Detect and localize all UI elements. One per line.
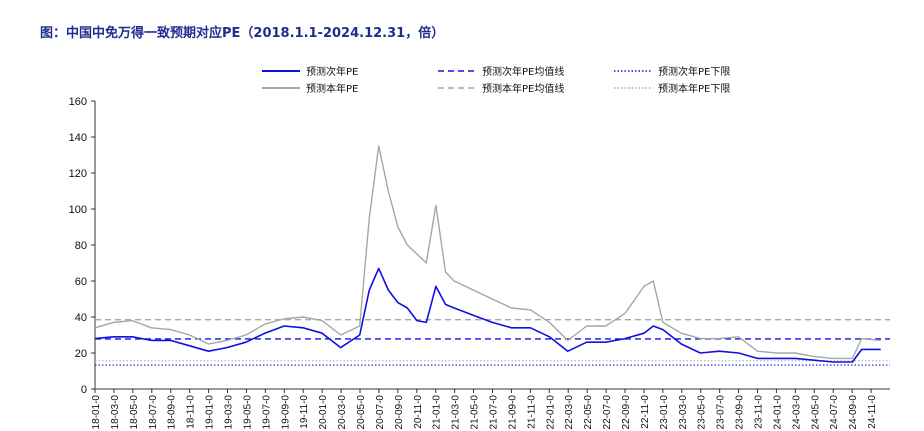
y-tick-label: 20	[75, 348, 87, 360]
legend-label: 预测次年PE	[306, 65, 358, 78]
series-line-1	[94, 145, 881, 360]
x-tick-label: 19-11-0	[299, 395, 310, 429]
y-tick-label: 120	[69, 168, 87, 180]
legend-label: 预测本年PE下限	[658, 82, 730, 95]
x-tick-label: 23-05-0	[697, 395, 708, 430]
x-tick-label: 19-05-0	[242, 395, 253, 430]
x-tick-label: 20-07-0	[375, 395, 386, 430]
series-lines	[94, 145, 890, 366]
chart-title: 图：中国中免万得一致预期对应PE（2018.1.1-2024.12.31，倍）	[40, 26, 445, 41]
x-tick-label: 21-03-0	[451, 395, 462, 430]
y-tick-label: 0	[81, 384, 87, 396]
x-tick-label: 23-11-0	[754, 395, 765, 429]
x-tick-label: 24-05-0	[810, 395, 821, 430]
x-tick-label: 20-09-0	[394, 395, 405, 430]
x-tick-label: 24-03-0	[791, 395, 802, 430]
x-tick-label: 22-05-0	[583, 395, 594, 430]
x-tick-label: 24-09-0	[848, 395, 859, 430]
y-tick-label: 80	[75, 240, 87, 252]
x-tick-label: 20-05-0	[356, 395, 367, 430]
x-tick-label: 20-03-0	[337, 395, 348, 430]
legend-label: 预测次年PE下限	[658, 65, 730, 78]
x-tick-label: 21-05-0	[470, 395, 481, 430]
series-line-0	[94, 267, 881, 363]
x-tick-label: 23-01-0	[659, 395, 670, 430]
x-tick-label: 21-07-0	[489, 395, 500, 430]
x-tick-label: 19-07-0	[261, 395, 272, 430]
y-tick-label: 140	[69, 132, 87, 144]
x-tick-label: 18-01-0	[91, 395, 102, 430]
x-tick-label: 20-11-0	[413, 395, 424, 429]
x-tick-label: 22-07-0	[602, 395, 613, 430]
x-tick-label: 23-03-0	[678, 395, 689, 430]
x-tick-label: 21-09-0	[507, 395, 518, 430]
x-tick-label: 20-01-0	[318, 395, 329, 430]
x-tick-label: 23-07-0	[716, 395, 727, 430]
x-tick-label: 21-01-0	[432, 395, 443, 430]
x-tick-label: 22-03-0	[564, 395, 575, 430]
legend-label: 预测本年PE均值线	[482, 82, 564, 95]
x-tick-label: 19-01-0	[205, 395, 216, 430]
x-tick-label: 19-03-0	[224, 395, 235, 430]
x-tick-label: 18-03-0	[110, 395, 121, 430]
x-axis: 18-01-0 18-03-0 18-05-0 18-07-0 18-09-0 18-11…	[91, 388, 890, 430]
x-tick-label: 18-11-0	[186, 395, 197, 429]
y-tick-label: 100	[69, 204, 87, 216]
x-tick-label: 18-05-0	[129, 395, 140, 430]
x-tick-label: 22-11-0	[640, 395, 651, 429]
x-tick-label: 18-07-0	[148, 395, 159, 430]
x-tick-label: 19-09-0	[280, 395, 291, 430]
x-tick-label: 24-01-0	[772, 395, 783, 430]
legend-label: 预测次年PE均值线	[482, 65, 564, 78]
x-tick-label: 22-09-0	[621, 395, 632, 430]
x-tick-label: 22-01-0	[545, 395, 556, 430]
legend-label: 预测本年PE	[306, 82, 358, 95]
y-axis: 0 20 40 60 80 100 120 140 160	[69, 96, 96, 396]
y-tick-label: 160	[69, 96, 87, 108]
x-tick-label: 21-11-0	[526, 395, 537, 429]
x-tick-label: 18-09-0	[167, 395, 178, 430]
x-tick-label: 23-09-0	[735, 395, 746, 430]
y-tick-label: 60	[75, 276, 87, 288]
y-tick-label: 40	[75, 312, 87, 324]
x-tick-label: 24-07-0	[829, 395, 840, 430]
x-tick-label: 24-11-0	[867, 395, 878, 429]
